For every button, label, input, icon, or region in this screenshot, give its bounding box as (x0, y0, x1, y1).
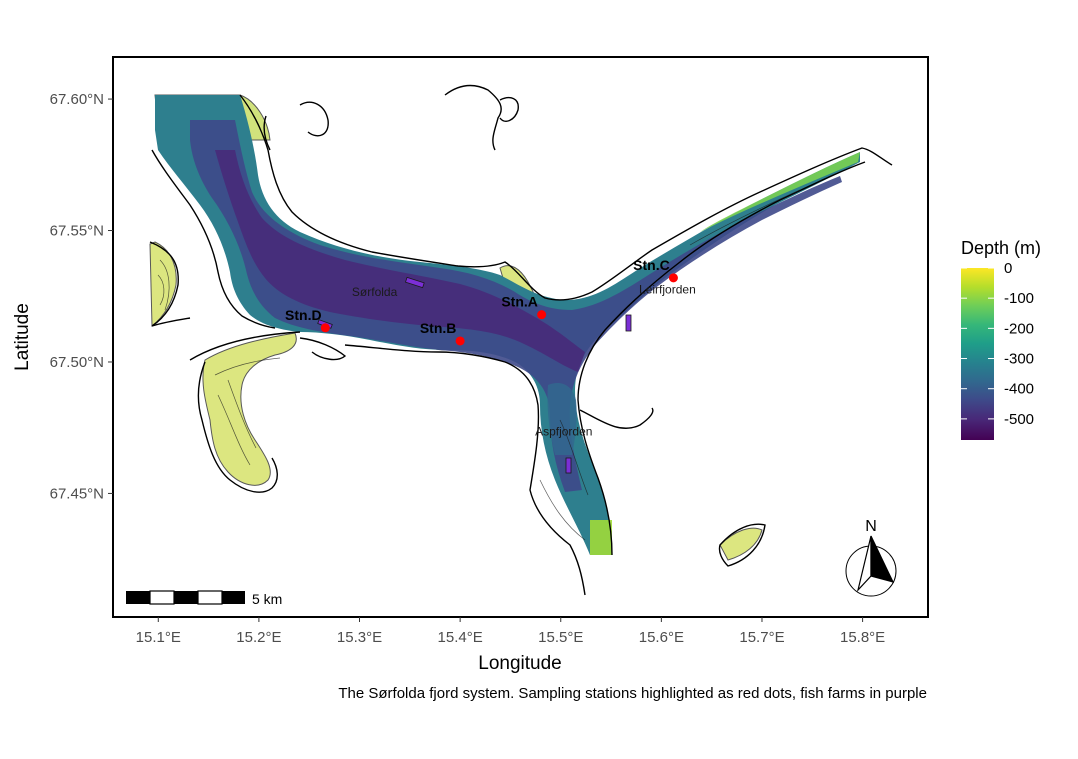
place-names: Sørfolda Leirfjorden Aspfjorden (352, 283, 696, 439)
stations: Stn.A Stn.B Stn.C Stn.D (285, 257, 678, 346)
legend-colorbar (961, 268, 994, 440)
west-bay-shore (151, 317, 191, 327)
island-se (719, 527, 763, 561)
x-tick-label: 15.5°E (538, 629, 583, 646)
fjord-mid-depth (190, 120, 842, 492)
x-tick-label: 15.2°E (236, 629, 281, 646)
south-shore-west (344, 344, 586, 596)
scale-bar-segment (197, 590, 223, 605)
x-tick-label: 15.1°E (136, 629, 181, 646)
north-shore (239, 94, 893, 301)
fjord-water (155, 95, 860, 555)
depth-legend: Depth (m) 0 -100 -200 -300 -400 -500 (961, 238, 1041, 440)
legend-tick-label: -400 (1004, 381, 1034, 398)
southwest-arm-shore (189, 331, 301, 493)
x-tick-label: 15.8°E (840, 629, 885, 646)
legend-title: Depth (m) (961, 238, 1041, 258)
y-tick-label: 67.50°N (50, 354, 104, 371)
north-island-a (444, 84, 502, 151)
x-tick-label: 15.4°E (438, 629, 483, 646)
north-arrow-icon: N (845, 518, 897, 597)
legend-tick-label: 0 (1004, 260, 1012, 277)
station-label: Stn.A (501, 294, 538, 310)
y-tick-label: 67.60°N (50, 91, 104, 108)
north-island-b (499, 97, 519, 122)
station-label: Stn.B (420, 320, 457, 336)
y-tick-label: 67.45°N (50, 485, 104, 502)
x-tick-label: 15.6°E (639, 629, 684, 646)
contour-sw (214, 357, 281, 466)
station-marker (668, 273, 678, 283)
map-panel: Sørfolda Leirfjorden Aspfjorden Stn.A Stn.B… (113, 57, 928, 617)
x-tick-label: 15.7°E (739, 629, 784, 646)
contour-w (157, 259, 170, 311)
scale-bar-segment (126, 591, 150, 604)
scale-bar-segment (149, 590, 175, 605)
north-island-c (299, 101, 329, 137)
fjord-deep-channel (215, 150, 585, 372)
map-frame (112, 56, 929, 618)
depth-contours (157, 189, 801, 541)
scale-bar-label: 5 km (252, 591, 282, 607)
legend-tick-label: -200 (1004, 320, 1034, 337)
southwest-arm-shallows (202, 332, 297, 486)
legend-tick-label: -300 (1004, 351, 1034, 368)
scale-bar: 5 km (126, 590, 282, 607)
station-label: Stn.D (285, 307, 322, 323)
y-tick-label: 67.55°N (50, 223, 104, 240)
y-axis-title: Latitude (12, 303, 33, 371)
contour-s (539, 419, 589, 541)
north-arrow-label: N (865, 518, 877, 535)
contour-ne (689, 189, 801, 246)
coastline (149, 84, 893, 596)
place-name-label: Sørfolda (352, 285, 398, 299)
place-name-label: Aspfjorden (535, 425, 592, 439)
legend-ticks: 0 -100 -200 -300 -400 -500 (961, 260, 1034, 428)
station-label: Stn.C (633, 257, 670, 273)
place-name-label: Leirfjorden (639, 283, 696, 297)
station-marker (320, 323, 330, 333)
aspfjorden-spur (579, 407, 654, 429)
fish-farm (405, 276, 425, 289)
stn-d-point (299, 337, 347, 361)
aspfjorden-channel (547, 382, 577, 455)
west-shore (151, 149, 276, 329)
station-marker (537, 310, 547, 320)
scale-bar-segment (222, 591, 245, 604)
x-axis-ticks: 15.1°E 15.2°E 15.3°E 15.4°E 15.5°E 15.6°E 15.7… (136, 617, 885, 646)
station-marker (455, 336, 465, 346)
aspfjorden-head-shallows (590, 520, 612, 555)
fish-farm (565, 457, 572, 474)
legend-tick-label: -100 (1004, 290, 1034, 307)
north-inlet-east (263, 115, 271, 151)
x-tick-label: 15.3°E (337, 629, 382, 646)
scale-bar-segment (174, 591, 198, 604)
east-shore (577, 161, 866, 556)
fish-farm (625, 314, 632, 332)
figure-caption: The Sørfolda fjord system. Sampling stat… (338, 685, 927, 702)
leirfjorden-shallows (700, 152, 860, 232)
x-axis-title: Longitude (478, 653, 561, 674)
west-bay-outline (149, 241, 179, 327)
y-axis-ticks: 67.60°N 67.55°N 67.50°N 67.45°N (50, 91, 113, 502)
island-se-outline (718, 523, 766, 567)
legend-tick-label: -500 (1004, 411, 1034, 428)
